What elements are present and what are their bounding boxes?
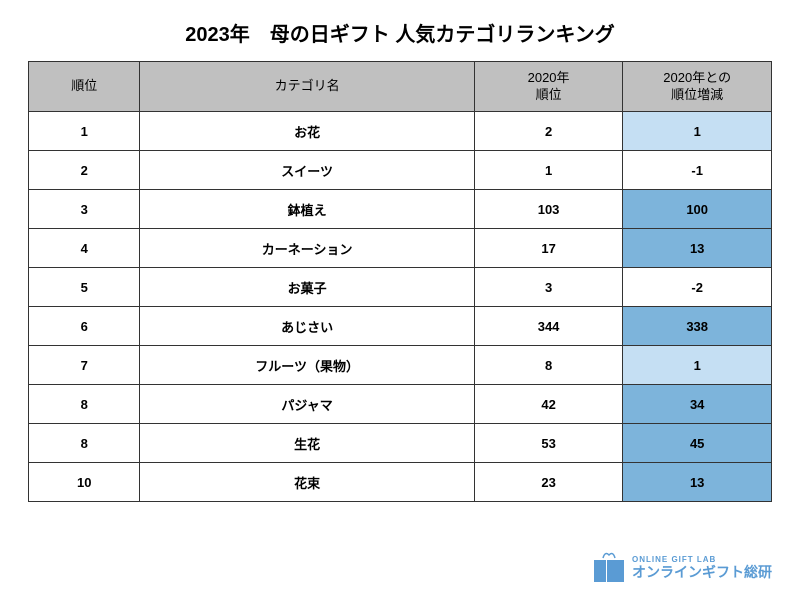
- cell-diff: -1: [623, 151, 772, 190]
- cell-diff: 1: [623, 346, 772, 385]
- cell-diff: 338: [623, 307, 772, 346]
- cell-prev-rank: 1: [474, 151, 623, 190]
- col-header-prev-rank: 2020年順位: [474, 62, 623, 112]
- logo-text-jp: オンラインギフト総研: [632, 565, 772, 580]
- cell-category: フルーツ（果物）: [140, 346, 474, 385]
- table-row: 10花束2313: [29, 463, 772, 502]
- cell-diff: 1: [623, 112, 772, 151]
- table-row: 3鉢植え103100: [29, 190, 772, 229]
- cell-rank: 5: [29, 268, 140, 307]
- cell-rank: 6: [29, 307, 140, 346]
- cell-category: スイーツ: [140, 151, 474, 190]
- table-row: 5お菓子3-2: [29, 268, 772, 307]
- table-row: 8生花5345: [29, 424, 772, 463]
- cell-prev-rank: 3: [474, 268, 623, 307]
- cell-rank: 10: [29, 463, 140, 502]
- cell-rank: 8: [29, 385, 140, 424]
- gift-box-icon: [594, 554, 624, 582]
- cell-rank: 1: [29, 112, 140, 151]
- cell-category: カーネーション: [140, 229, 474, 268]
- cell-rank: 3: [29, 190, 140, 229]
- cell-diff: 45: [623, 424, 772, 463]
- table-row: 6あじさい344338: [29, 307, 772, 346]
- cell-prev-rank: 8: [474, 346, 623, 385]
- cell-category: あじさい: [140, 307, 474, 346]
- cell-prev-rank: 17: [474, 229, 623, 268]
- cell-diff: 13: [623, 229, 772, 268]
- cell-prev-rank: 2: [474, 112, 623, 151]
- table-row: 4カーネーション1713: [29, 229, 772, 268]
- col-header-category: カテゴリ名: [140, 62, 474, 112]
- cell-rank: 7: [29, 346, 140, 385]
- cell-category: 生花: [140, 424, 474, 463]
- cell-prev-rank: 53: [474, 424, 623, 463]
- table-row: 8パジャマ4234: [29, 385, 772, 424]
- ranking-table: 順位 カテゴリ名 2020年順位 2020年との順位増減 1お花212スイーツ1…: [28, 61, 772, 502]
- cell-diff: 34: [623, 385, 772, 424]
- brand-logo: ONLINE GIFT LAB オンラインギフト総研: [594, 554, 772, 582]
- cell-rank: 2: [29, 151, 140, 190]
- col-header-diff: 2020年との順位増減: [623, 62, 772, 112]
- page-title: 2023年 母の日ギフト 人気カテゴリランキング: [28, 18, 772, 47]
- table-row: 7フルーツ（果物）81: [29, 346, 772, 385]
- cell-prev-rank: 42: [474, 385, 623, 424]
- cell-rank: 4: [29, 229, 140, 268]
- cell-category: 花束: [140, 463, 474, 502]
- table-row: 2スイーツ1-1: [29, 151, 772, 190]
- cell-prev-rank: 23: [474, 463, 623, 502]
- cell-category: お菓子: [140, 268, 474, 307]
- table-header-row: 順位 カテゴリ名 2020年順位 2020年との順位増減: [29, 62, 772, 112]
- cell-category: パジャマ: [140, 385, 474, 424]
- cell-diff: 100: [623, 190, 772, 229]
- cell-category: お花: [140, 112, 474, 151]
- cell-prev-rank: 103: [474, 190, 623, 229]
- table-row: 1お花21: [29, 112, 772, 151]
- col-header-rank: 順位: [29, 62, 140, 112]
- cell-category: 鉢植え: [140, 190, 474, 229]
- cell-diff: -2: [623, 268, 772, 307]
- cell-diff: 13: [623, 463, 772, 502]
- cell-rank: 8: [29, 424, 140, 463]
- cell-prev-rank: 344: [474, 307, 623, 346]
